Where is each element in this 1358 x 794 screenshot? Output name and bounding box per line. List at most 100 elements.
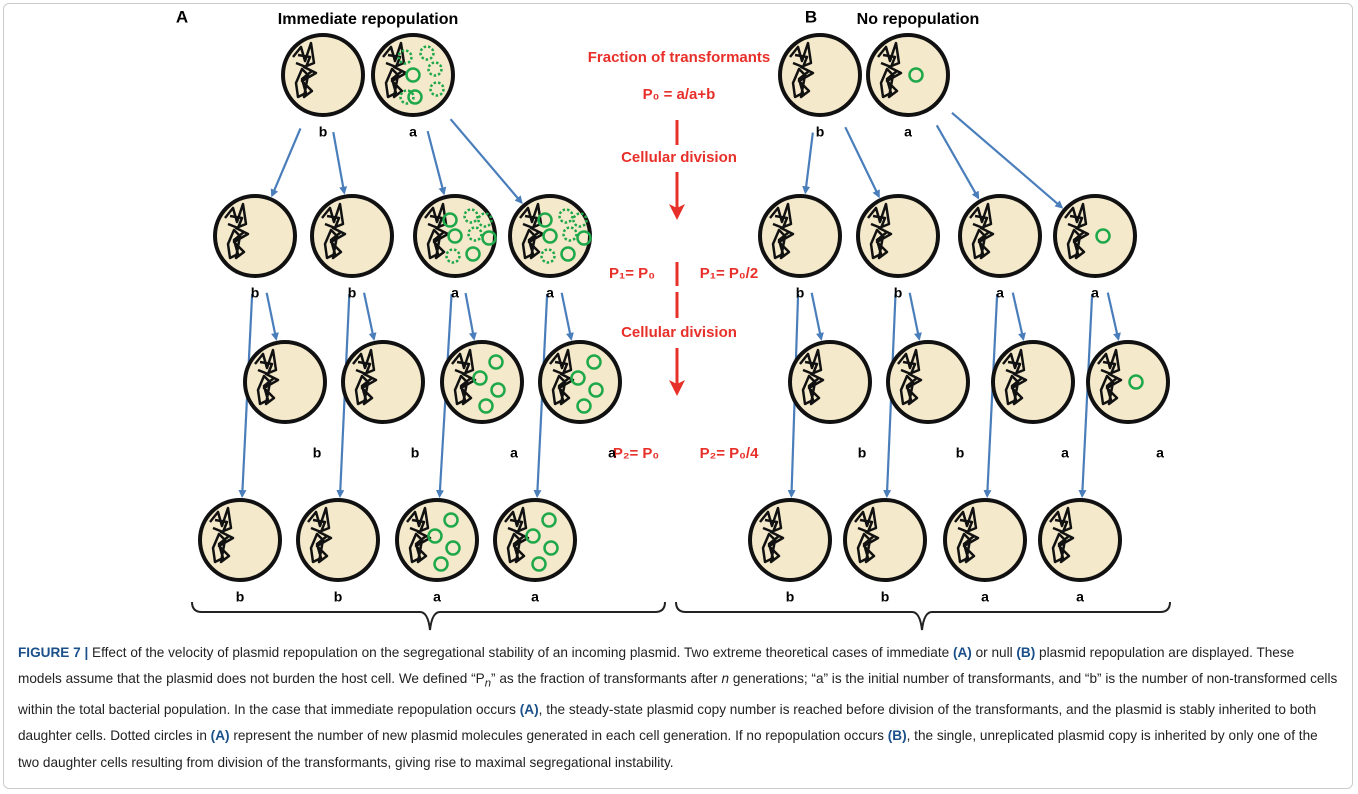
cell-body (993, 342, 1073, 422)
cell-body (312, 196, 392, 276)
panel-title: No repopulation (857, 11, 980, 28)
cell (415, 196, 496, 276)
figure: A Immediate repopulation B No repopulati… (0, 0, 1358, 640)
cell (1055, 196, 1135, 276)
cell-label: a (996, 285, 1004, 301)
cell-body (1055, 196, 1135, 276)
cell-label: a (904, 124, 912, 140)
cell-label: b (881, 589, 890, 605)
arrow (272, 128, 300, 195)
cell-label: a (981, 589, 989, 605)
cell-body (750, 500, 830, 580)
caption-label: FIGURE 7 | (18, 645, 88, 660)
cell (343, 342, 423, 422)
cell-label: a (608, 445, 616, 461)
arrow (1108, 293, 1119, 340)
caption-text: represent the number of new plasmid mole… (230, 728, 888, 743)
cell-body (868, 35, 948, 115)
caption-text: Effect of the velocity of plasmid repopu… (88, 645, 953, 660)
formula: P₀ = a/a+b (643, 86, 716, 103)
cell (373, 35, 453, 115)
cell-label: a (1091, 285, 1099, 301)
arrow (910, 293, 919, 339)
cell-label: b (334, 589, 343, 605)
cell-body (780, 35, 860, 115)
cell (495, 500, 575, 580)
cell (750, 500, 830, 580)
formula: P₁= P₀ (609, 265, 655, 282)
panel-title: Immediate repopulation (278, 11, 458, 28)
caption: FIGURE 7 | Effect of the velocity of pla… (18, 640, 1340, 776)
cell-label: a (433, 589, 441, 605)
cell-label: a (546, 285, 554, 301)
caption-ref: (A) (211, 728, 230, 743)
cell-body (945, 500, 1025, 580)
formula: P₂= P₀/4 (700, 445, 760, 462)
caption-ref: (A) (953, 645, 972, 660)
panel-label: B (805, 7, 817, 26)
cell-body (790, 342, 870, 422)
cell-body (888, 342, 968, 422)
cell-label: a (510, 445, 518, 461)
cell (945, 500, 1025, 580)
cell-body (200, 500, 280, 580)
cell (780, 35, 860, 115)
arrow (937, 125, 978, 197)
cell-body (760, 196, 840, 276)
center-heading: Fraction of transformants (588, 49, 771, 66)
cell-label: b (786, 589, 795, 605)
cell (215, 196, 295, 276)
page: A Immediate repopulation B No repopulati… (0, 0, 1358, 794)
cell-body (1040, 500, 1120, 580)
cell-label: b (858, 445, 867, 461)
cell-body (858, 196, 938, 276)
cell (760, 196, 840, 276)
arrow (451, 119, 522, 202)
cell-body (215, 196, 295, 276)
cell-body (343, 342, 423, 422)
cell (1088, 342, 1168, 422)
cell-label: a (409, 124, 417, 140)
cell-label: a (1156, 445, 1164, 461)
cell (397, 500, 477, 580)
cell-body (283, 35, 363, 115)
arrow (845, 127, 879, 196)
cell (868, 35, 948, 115)
brace (192, 602, 665, 630)
cell-label: b (319, 124, 328, 140)
cell (510, 196, 591, 276)
arrow (267, 293, 276, 339)
cell (888, 342, 968, 422)
arrow (562, 293, 571, 339)
cell-label: b (348, 285, 357, 301)
cell (245, 342, 325, 422)
caption-ref: (A) (520, 702, 539, 717)
brace (676, 602, 1170, 630)
cell-body (845, 500, 925, 580)
cell-body (960, 196, 1040, 276)
caption-ref: (B) (1016, 645, 1035, 660)
cell (298, 500, 378, 580)
division-label: Cellular division (621, 149, 737, 166)
formula: P₁= P₀/2 (700, 265, 758, 282)
cell (540, 342, 620, 422)
arrow (428, 131, 444, 193)
arrow (466, 293, 474, 339)
arrow (1013, 293, 1024, 340)
arrow (364, 293, 374, 339)
cell (442, 342, 522, 422)
cell (283, 35, 363, 115)
cell-body (245, 342, 325, 422)
caption-italic: n (721, 671, 729, 686)
panel-label: A (176, 7, 188, 26)
cell-label: b (894, 285, 903, 301)
cell (845, 500, 925, 580)
cell-label: b (313, 445, 322, 461)
cell (993, 342, 1073, 422)
cell-label: b (251, 285, 260, 301)
caption-text: or null (972, 645, 1017, 660)
cell-label: b (411, 445, 420, 461)
cell (790, 342, 870, 422)
arrow (333, 132, 344, 193)
cell-label: a (1076, 589, 1084, 605)
